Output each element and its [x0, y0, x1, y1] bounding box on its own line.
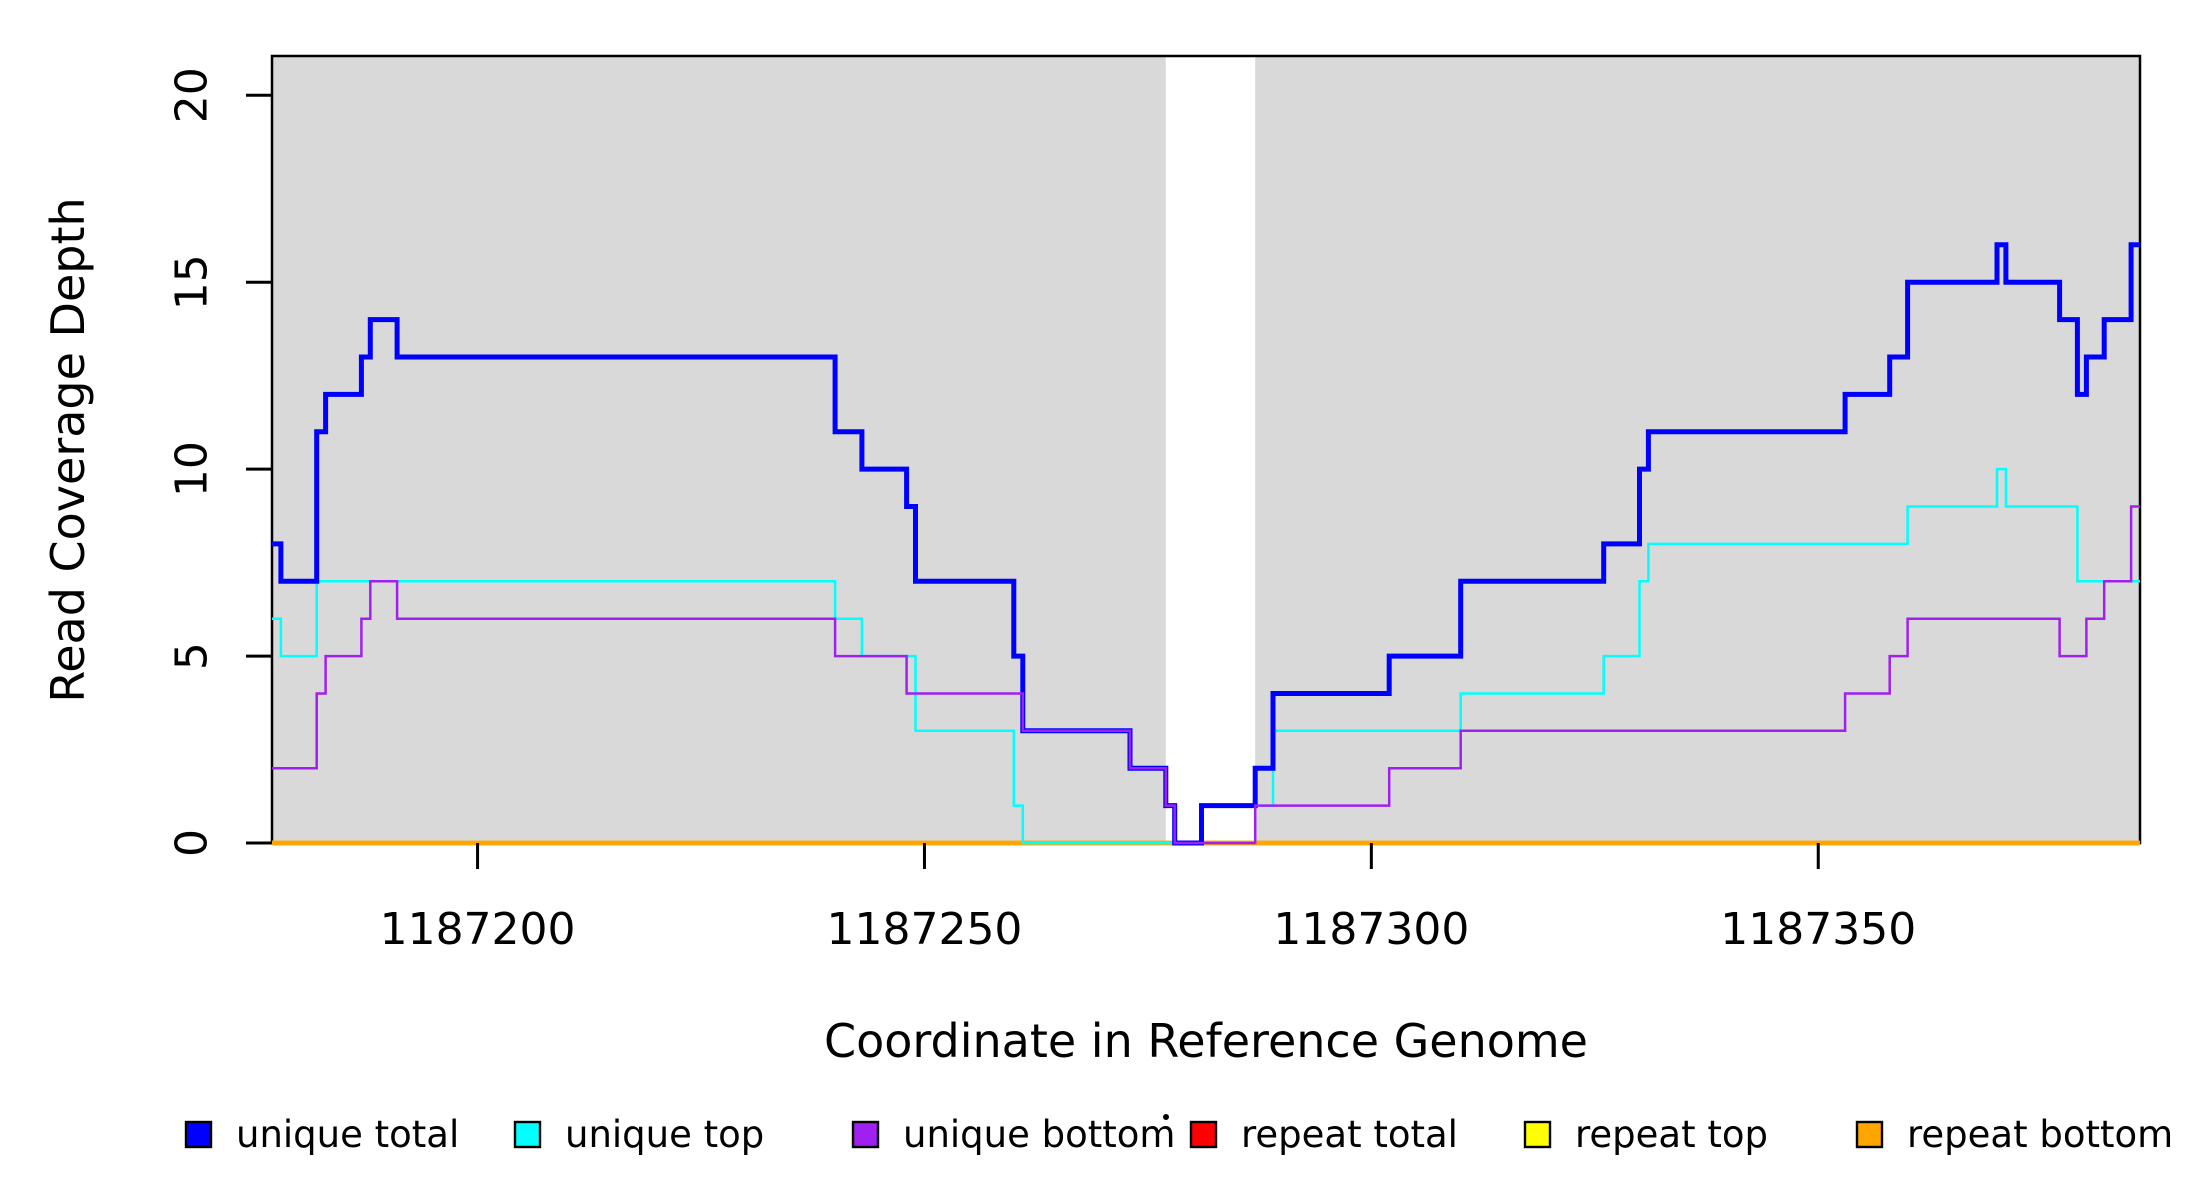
legend-label-repeat-bottom: repeat bottom: [1907, 1113, 2173, 1156]
legend-swatch-unique-total: [184, 1120, 213, 1149]
legend-swatch-repeat-bottom: [1855, 1120, 1884, 1149]
stray-dot-icon: [1163, 1114, 1169, 1120]
x-axis-title: Coordinate in Reference Genome: [824, 1014, 1588, 1068]
x-tick-label: 1187300: [1273, 904, 1469, 955]
shaded-region: [272, 56, 1166, 843]
y-tick-label: 5: [167, 642, 218, 670]
legend-swatch-repeat-total: [1189, 1120, 1218, 1149]
x-tick-label: 1187200: [380, 904, 576, 955]
legend: unique total unique top unique bottom repea…: [184, 1113, 2173, 1156]
legend-label-repeat-top: repeat top: [1575, 1113, 1768, 1156]
y-tick-label: 0: [167, 829, 218, 857]
series-line-unique-bottom: [272, 505, 2140, 845]
y-axis: 0 5 10 15 20: [167, 67, 272, 857]
legend-label-repeat-total: repeat total: [1241, 1113, 1458, 1156]
legend-swatch-unique-bottom: [851, 1120, 880, 1149]
coverage-lines: [272, 242, 2140, 846]
legend-label-unique-bottom: unique bottom: [903, 1113, 1175, 1156]
shaded-region: [1255, 56, 2140, 843]
y-tick-label: 20: [167, 67, 218, 123]
y-tick-label: 10: [167, 441, 218, 497]
x-axis: 1187200 1187250 1187300 1187350: [380, 843, 1916, 955]
y-axis-title: Read Coverage Depth: [41, 197, 95, 702]
y-tick-label: 15: [167, 254, 218, 310]
series-line-unique-total: [272, 242, 2140, 846]
x-tick-label: 1187250: [826, 904, 1022, 955]
x-tick-label: 1187350: [1720, 904, 1916, 955]
legend-label-unique-top: unique top: [565, 1113, 764, 1156]
legend-swatch-repeat-top: [1523, 1120, 1552, 1149]
legend-label-unique-total: unique total: [236, 1113, 459, 1156]
shaded-regions: [272, 56, 2140, 843]
legend-swatch-unique-top: [513, 1120, 542, 1149]
